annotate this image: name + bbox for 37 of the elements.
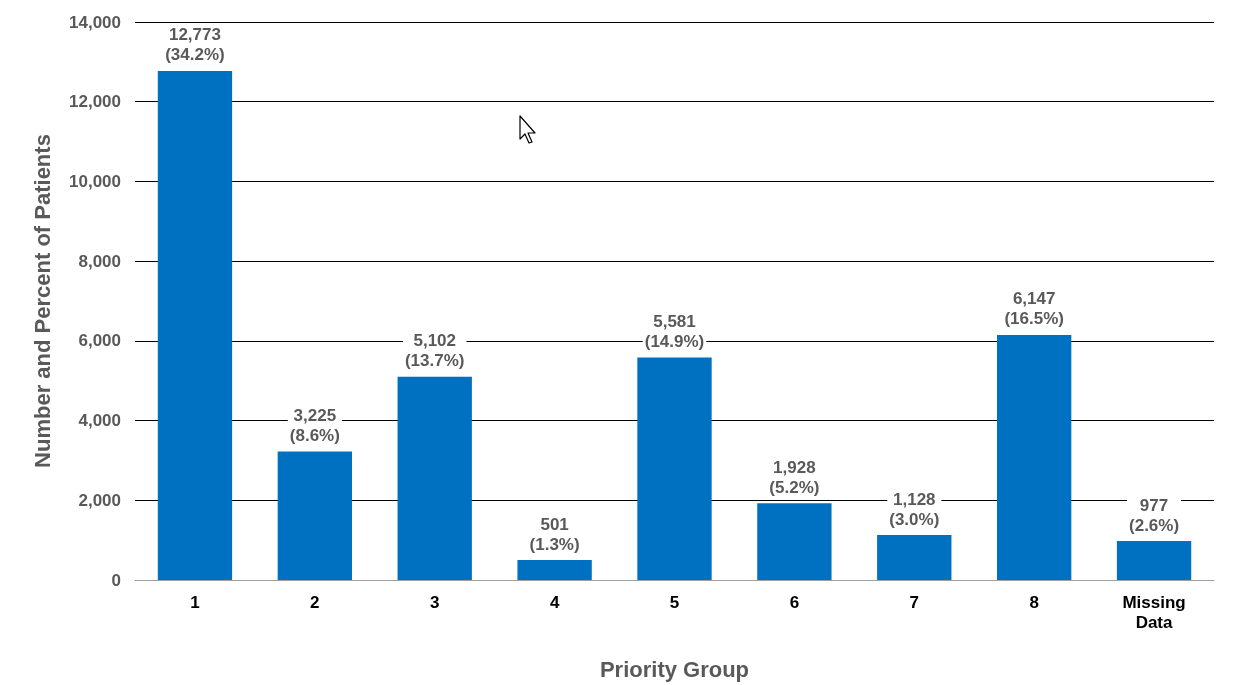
y-tick-label: 10,000 xyxy=(69,171,121,191)
data-label: 3,225 (8.6%) xyxy=(289,405,340,445)
x-tick-label: 2 xyxy=(310,592,320,612)
bar xyxy=(997,335,1072,580)
bar xyxy=(157,70,233,580)
data-label: 12,773 (34.2%) xyxy=(165,25,225,65)
x-tick-label: 6 xyxy=(789,592,800,612)
y-tick-label: 12,000 xyxy=(69,92,121,112)
y-tick-label: 6,000 xyxy=(78,331,121,351)
y-tick-label: 2,000 xyxy=(78,490,121,510)
y-tick-label: 0 xyxy=(111,570,121,590)
data-label: 5,581 (14.9%) xyxy=(644,312,705,352)
y-tick-label: 14,000 xyxy=(69,12,121,32)
y-tick-label: 8,000 xyxy=(78,251,121,271)
x-tick-label: 8 xyxy=(1029,592,1039,612)
bar xyxy=(757,503,832,580)
x-tick-label: Missing Data xyxy=(1122,592,1186,632)
bar xyxy=(517,560,592,580)
data-label: 1,928 (5.2%) xyxy=(769,457,820,497)
bar xyxy=(637,357,712,580)
y-tick-label: 4,000 xyxy=(78,411,121,431)
data-label: 977 (2.6%) xyxy=(1129,495,1180,535)
x-tick-label: 3 xyxy=(429,592,440,612)
x-tick-label: 1 xyxy=(190,592,200,612)
bar xyxy=(397,376,472,580)
data-label: 1,128 (3.0%) xyxy=(889,489,940,529)
x-tick-label: 5 xyxy=(669,592,680,612)
bar xyxy=(877,535,952,580)
data-label: 5,102 (13.7%) xyxy=(404,331,465,371)
x-tick-label: 4 xyxy=(549,592,560,612)
x-axis-title: Priority Group xyxy=(599,656,750,682)
y-axis-title: Number and Percent of Patients xyxy=(29,134,55,468)
x-tick-label: 7 xyxy=(909,592,920,612)
bar xyxy=(1116,541,1192,580)
data-label: 501 (1.3%) xyxy=(529,514,580,554)
bar xyxy=(277,451,352,580)
data-label: 6,147 (16.5%) xyxy=(1004,289,1064,329)
